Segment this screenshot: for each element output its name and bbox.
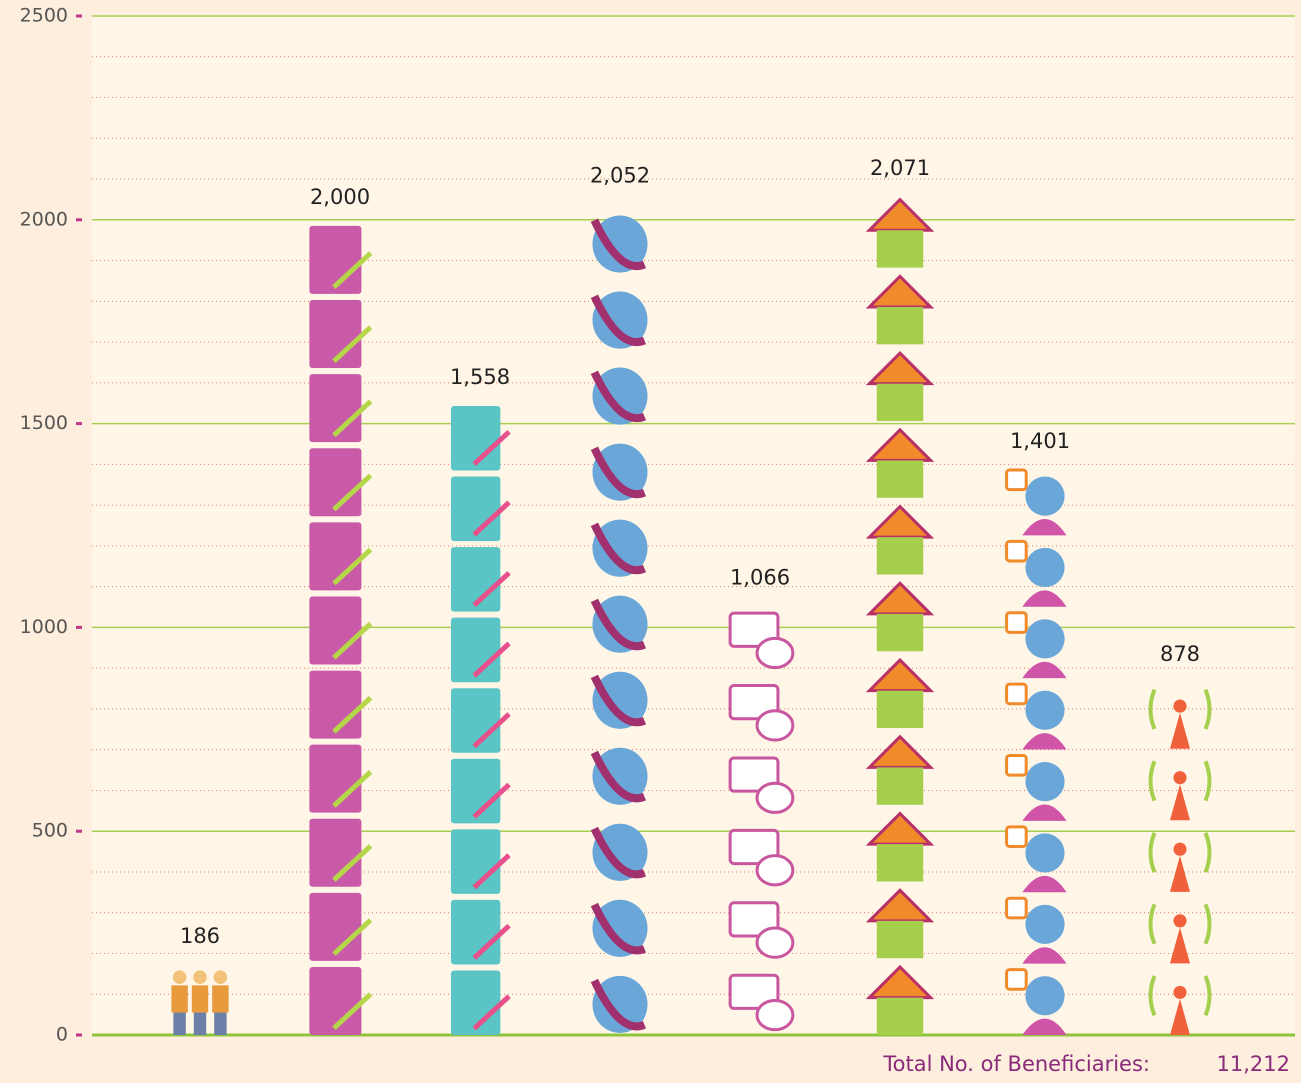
- icon-part: [877, 307, 924, 344]
- icon-part: [193, 970, 207, 984]
- icon-part: [1173, 700, 1186, 713]
- y-tick-label: 0: [56, 1024, 68, 1046]
- icon-part: [757, 1000, 793, 1029]
- icon-part: [1025, 905, 1064, 944]
- icon-part: [1025, 833, 1064, 872]
- icon-part: [1007, 684, 1027, 704]
- y-tick-label: 500: [32, 820, 68, 842]
- icon-part: [173, 970, 187, 984]
- icon-part: [877, 537, 924, 574]
- icon-part: [877, 998, 924, 1035]
- value-label: 1,558: [450, 365, 510, 389]
- icon-part: [212, 985, 228, 1012]
- value-label: 878: [1160, 642, 1200, 666]
- y-tick-label: 1500: [20, 412, 68, 434]
- icon-part: [757, 711, 793, 740]
- icon-part: [1025, 548, 1064, 587]
- icon-part: [1007, 470, 1027, 490]
- total-label: Total No. of Beneficiaries:: [882, 1052, 1150, 1076]
- icon-part: [173, 1013, 185, 1035]
- icon-part: [214, 1013, 226, 1035]
- chart: Total No. of Beneficiaries: 11,212 0 500 1…: [0, 0, 1301, 1083]
- value-label: 2,052: [590, 164, 650, 188]
- icon-part: [1173, 771, 1186, 784]
- value-label: 1,066: [730, 565, 790, 589]
- plot-area: [92, 16, 1295, 1035]
- icon-part: [877, 384, 924, 421]
- icon-part: [1007, 755, 1027, 775]
- icon-part: [757, 928, 793, 957]
- value-label: 186: [180, 924, 220, 948]
- icon-part: [877, 844, 924, 881]
- icon-part: [1025, 691, 1064, 730]
- icon-part: [1025, 619, 1064, 658]
- icon-part: [171, 985, 187, 1012]
- icon-part: [1173, 914, 1186, 927]
- y-tick-label: 2500: [20, 5, 68, 27]
- icon-part: [1173, 986, 1186, 999]
- icon-part: [1007, 541, 1027, 561]
- icon-part: [1025, 476, 1064, 515]
- icon-part: [757, 856, 793, 885]
- icon-part: [877, 230, 924, 267]
- icon-part: [1025, 762, 1064, 801]
- icon-part: [1007, 827, 1027, 847]
- value-label: 2,000: [310, 185, 370, 209]
- y-tick-label: 2000: [20, 208, 68, 230]
- total-value: 11,212: [1217, 1052, 1290, 1076]
- icon-part: [877, 460, 924, 497]
- icon-part: [1007, 970, 1027, 990]
- icon-part: [1007, 898, 1027, 918]
- value-label: 1,401: [1010, 429, 1070, 453]
- icon-part: [214, 970, 228, 984]
- value-label: 2,071: [870, 156, 930, 180]
- icon-part: [192, 985, 208, 1012]
- pictogram-column: [592, 215, 647, 1032]
- icon-part: [1007, 613, 1027, 633]
- icon-part: [757, 638, 793, 667]
- icon-part: [877, 921, 924, 958]
- icon-part: [877, 767, 924, 804]
- pictogram-column: [869, 200, 930, 1035]
- icon-part: [1025, 976, 1064, 1015]
- icon-part: [877, 691, 924, 728]
- icon-part: [194, 1013, 206, 1035]
- icon-part: [1173, 843, 1186, 856]
- pictogram-column: [451, 406, 509, 1035]
- icon-part: [757, 783, 793, 812]
- icon-part: [877, 614, 924, 651]
- y-tick-label: 1000: [20, 616, 68, 638]
- pictogram-column: [171, 970, 228, 1035]
